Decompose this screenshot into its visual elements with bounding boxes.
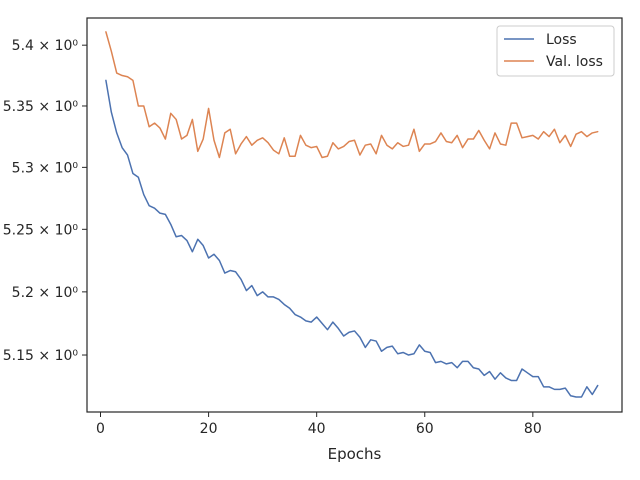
legend: Loss Val. loss (496, 25, 615, 77)
y-tick-label: 5.25 × 10⁰ (3, 222, 79, 238)
x-tick-label: 20 (200, 421, 218, 437)
x-axis-label: Epochs (328, 445, 382, 463)
series-line-1 (105, 31, 599, 159)
axes-frame (86, 17, 623, 413)
y-tick-label: 5.15 × 10⁰ (3, 348, 79, 364)
y-tick-label: 5.4 × 10⁰ (12, 38, 79, 54)
y-tick-label: 5.3 × 10⁰ (12, 160, 79, 176)
y-tick-label: 5.35 × 10⁰ (3, 99, 79, 115)
x-tick-label: 0 (96, 421, 105, 437)
legend-label: Val. loss (546, 54, 603, 70)
x-tick-label: 40 (308, 421, 326, 437)
y-tick-label: 5.2 × 10⁰ (12, 285, 79, 301)
series-line-0 (105, 79, 599, 398)
x-tick-label: 80 (524, 421, 542, 437)
x-tick-label: 60 (416, 421, 434, 437)
legend-label: Loss (546, 32, 577, 48)
